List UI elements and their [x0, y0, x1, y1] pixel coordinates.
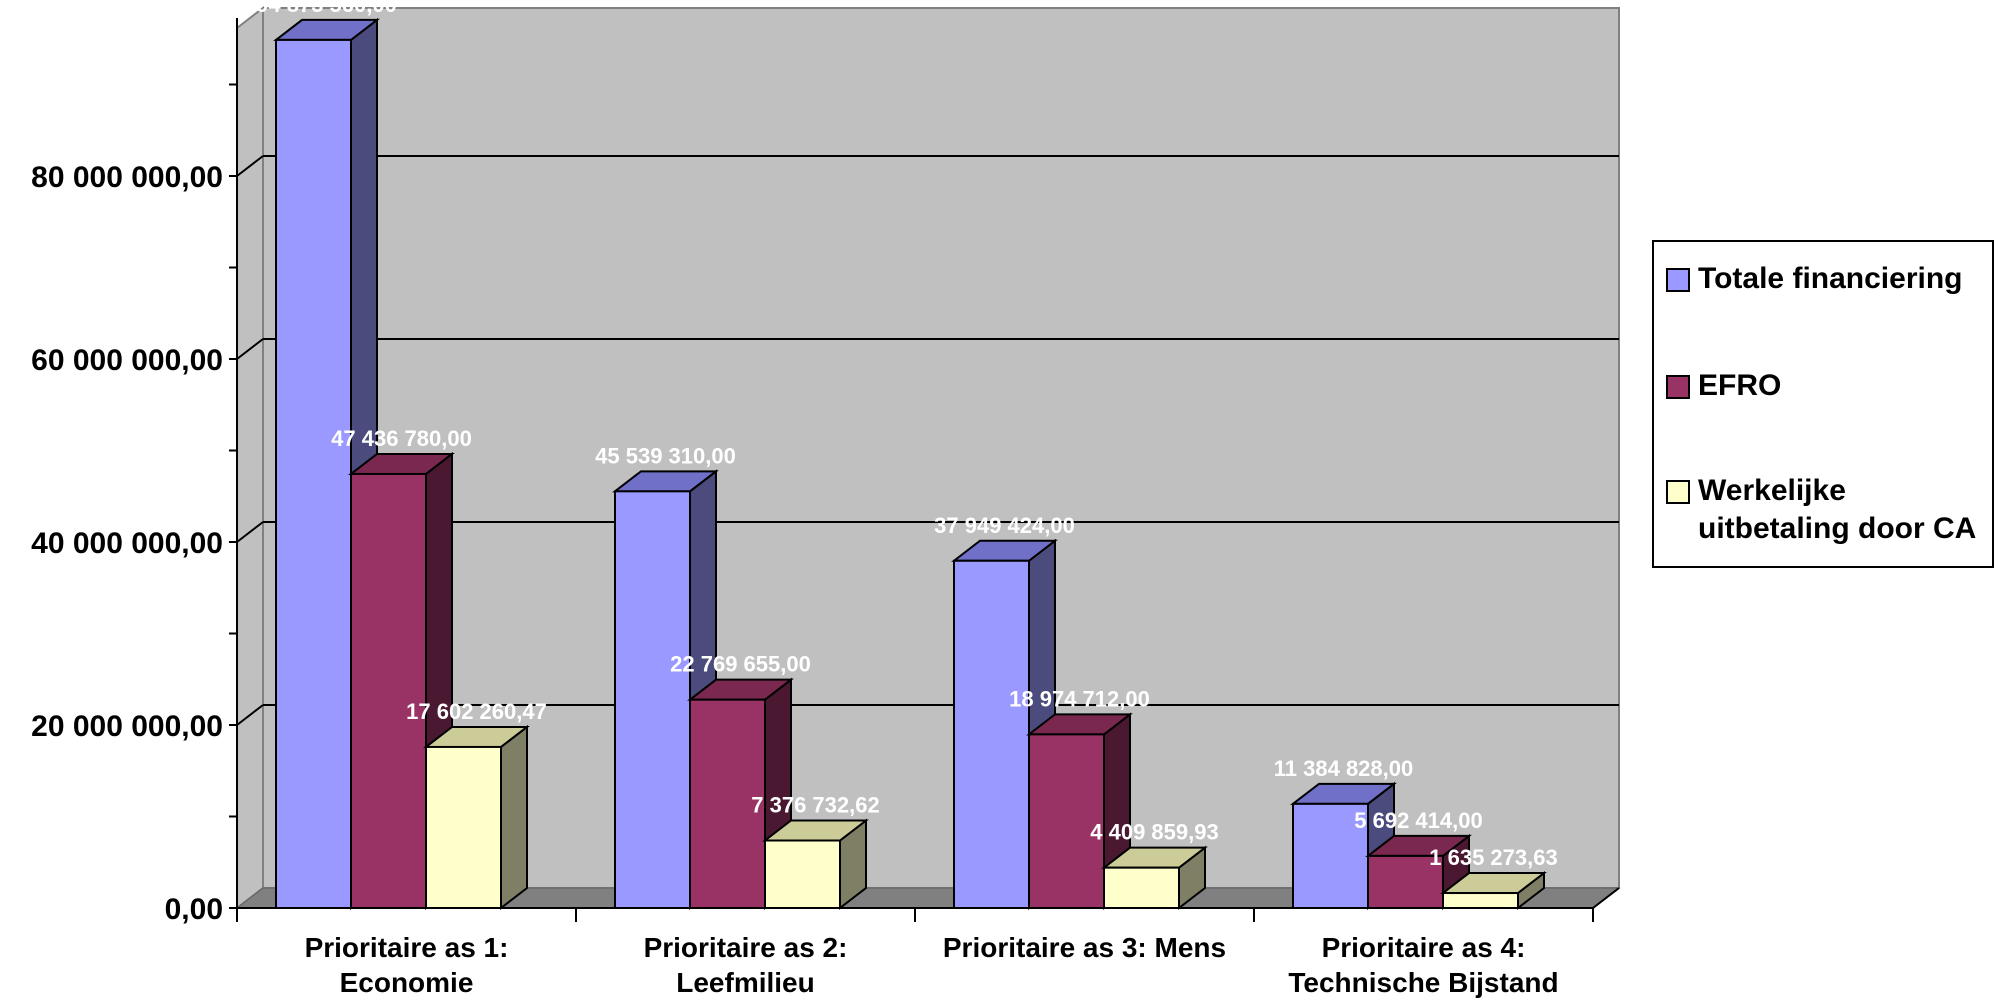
legend-swatch-totale-financiering: [1666, 268, 1690, 292]
legend-item-totale-financiering: Totale financiering: [1666, 260, 1988, 298]
y-tick-label: 0,00: [165, 893, 223, 926]
gridline-side: [236, 521, 264, 543]
bar: [1103, 866, 1180, 909]
legend-label: EFRO: [1698, 369, 1782, 402]
bar: [764, 839, 841, 909]
x-tick-label: Prioritaire as 3: Mens: [943, 932, 1226, 963]
gridline-side: [236, 155, 264, 177]
x-tick-label: Prioritaire as 2:: [644, 932, 848, 963]
legend-label: Totale financiering: [1698, 262, 1963, 295]
bar: [953, 559, 1030, 909]
data-label: 45 539 310,00: [595, 443, 736, 468]
bar: [350, 472, 427, 909]
data-label: 7 376 732,62: [751, 793, 879, 818]
data-label: 17 602 260,47: [406, 699, 547, 724]
bar: [689, 698, 766, 909]
bar: [614, 490, 691, 909]
data-label: 37 949 424,00: [934, 513, 1075, 538]
data-label: 47 436 780,00: [331, 426, 472, 451]
bar: [1367, 854, 1444, 910]
data-label: 11 384 828,00: [1274, 756, 1413, 781]
x-tick-label: Economie: [340, 967, 474, 998]
data-label: 5 692 414,00: [1354, 808, 1482, 833]
bar: [1028, 733, 1105, 910]
y-tick-label: 40 000 000,00: [31, 527, 223, 560]
x-tick-label: Leefmilieu: [676, 967, 814, 998]
data-label: 94 873 560,00: [256, 0, 397, 17]
gridline-side: [236, 704, 264, 726]
data-label: 22 769 655,00: [670, 652, 811, 677]
data-label: 1 635 273,63: [1429, 845, 1557, 870]
x-tick-label: Prioritaire as 1:: [305, 932, 509, 963]
x-tick-label: Prioritaire as 4:: [1322, 932, 1526, 963]
data-label: 18 974 712,00: [1009, 686, 1150, 711]
y-tick-label: 60 000 000,00: [31, 344, 223, 377]
legend-item-werkelijke-uitbetaling: Werkelijke uitbetaling door CA: [1666, 472, 1988, 548]
legend-label: Werkelijke uitbetaling door CA: [1698, 474, 1977, 545]
legend-item-efro: EFRO: [1666, 367, 1988, 405]
bar-side: [500, 724, 528, 911]
bar: [425, 745, 502, 910]
y-tick-label: 80 000 000,00: [31, 161, 223, 194]
legend-swatch-werkelijke-uitbetaling: [1666, 480, 1690, 504]
x-tick-label: Technische Bijstand: [1288, 967, 1558, 998]
bar: [1442, 892, 1519, 909]
bar: [275, 38, 352, 910]
legend: Totale financiering EFRO Werkelijke uitb…: [1652, 240, 1994, 568]
plot-side-wall: [236, 5, 264, 911]
bar: [1292, 802, 1369, 909]
x-axis-depth: [1592, 887, 1620, 909]
data-label: 4 409 859,93: [1090, 820, 1218, 845]
gridline-side: [236, 338, 264, 360]
legend-swatch-efro: [1666, 375, 1690, 399]
y-tick-label: 20 000 000,00: [31, 710, 223, 743]
